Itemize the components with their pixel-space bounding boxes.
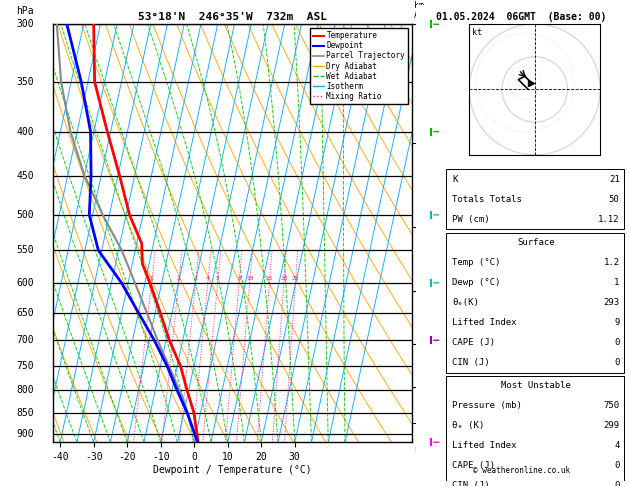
Text: © weatheronline.co.uk: © weatheronline.co.uk <box>472 467 570 475</box>
Text: 6: 6 <box>418 138 423 148</box>
Text: 5: 5 <box>216 276 220 281</box>
Text: 2: 2 <box>177 276 181 281</box>
Text: Temp (°C): Temp (°C) <box>452 258 501 267</box>
Text: Surface: Surface <box>517 238 555 247</box>
Text: 8: 8 <box>237 276 241 281</box>
Text: CAPE (J): CAPE (J) <box>452 461 495 470</box>
Text: 9: 9 <box>614 318 620 327</box>
Text: 20: 20 <box>280 276 287 281</box>
Text: Lifted Index: Lifted Index <box>452 441 516 451</box>
Text: 293: 293 <box>603 298 620 307</box>
Text: CIN (J): CIN (J) <box>452 358 489 367</box>
Text: K: K <box>452 174 457 184</box>
Text: θₑ (K): θₑ (K) <box>452 421 484 431</box>
X-axis label: Dewpoint / Temperature (°C): Dewpoint / Temperature (°C) <box>153 465 312 475</box>
Text: CAPE (J): CAPE (J) <box>452 338 495 347</box>
Text: 10: 10 <box>246 276 253 281</box>
Text: 50: 50 <box>609 195 620 204</box>
Text: 1.2: 1.2 <box>603 258 620 267</box>
Text: 0: 0 <box>614 461 620 470</box>
Text: 21: 21 <box>609 174 620 184</box>
Text: 750: 750 <box>603 401 620 410</box>
Bar <box>446 169 624 229</box>
Text: 2: 2 <box>418 382 423 392</box>
Text: 400: 400 <box>16 126 34 137</box>
Bar <box>446 376 624 486</box>
Text: Lifted Index: Lifted Index <box>452 318 516 327</box>
Text: 600: 600 <box>16 278 34 288</box>
Text: 15: 15 <box>265 276 273 281</box>
Text: LCL: LCL <box>414 447 429 455</box>
Text: Mixing Ratio (g/kg): Mixing Ratio (g/kg) <box>450 186 460 281</box>
Text: 4: 4 <box>614 441 620 451</box>
Text: 299: 299 <box>603 421 620 431</box>
Text: Most Unstable: Most Unstable <box>501 382 571 390</box>
Text: 850: 850 <box>16 408 34 418</box>
Text: hPa: hPa <box>16 6 34 16</box>
Text: 900: 900 <box>16 429 34 439</box>
Text: 700: 700 <box>16 335 34 346</box>
Text: CIN (J): CIN (J) <box>452 482 489 486</box>
Text: 450: 450 <box>16 171 34 180</box>
Text: 1: 1 <box>614 278 620 287</box>
Text: 01.05.2024  06GMT  (Base: 00): 01.05.2024 06GMT (Base: 00) <box>436 12 606 22</box>
Text: 7: 7 <box>418 19 423 29</box>
Text: 0: 0 <box>614 358 620 367</box>
Text: km
ASL: km ASL <box>414 1 429 20</box>
Text: 3: 3 <box>194 276 198 281</box>
Text: 0: 0 <box>614 338 620 347</box>
Text: PW (cm): PW (cm) <box>452 215 489 224</box>
Text: Dewp (°C): Dewp (°C) <box>452 278 501 287</box>
Text: 300: 300 <box>16 19 34 29</box>
Title: 53°18'N  246°35'W  732m  ASL: 53°18'N 246°35'W 732m ASL <box>138 12 327 22</box>
Text: 5: 5 <box>418 222 423 231</box>
Text: 800: 800 <box>16 385 34 395</box>
Text: 750: 750 <box>16 361 34 371</box>
Text: θₑ(K): θₑ(K) <box>452 298 479 307</box>
Legend: Temperature, Dewpoint, Parcel Trajectory, Dry Adiabat, Wet Adiabat, Isotherm, Mi: Temperature, Dewpoint, Parcel Trajectory… <box>309 28 408 104</box>
Text: Pressure (mb): Pressure (mb) <box>452 401 522 410</box>
Text: 0: 0 <box>614 482 620 486</box>
Text: Totals Totals: Totals Totals <box>452 195 522 204</box>
Text: 3: 3 <box>418 339 423 348</box>
Text: 350: 350 <box>16 77 34 87</box>
Text: 550: 550 <box>16 245 34 255</box>
Text: 500: 500 <box>16 210 34 220</box>
Bar <box>446 232 624 373</box>
Text: 1: 1 <box>418 418 423 428</box>
Text: 1.12: 1.12 <box>598 215 620 224</box>
Text: 25: 25 <box>291 276 299 281</box>
Text: 4: 4 <box>206 276 209 281</box>
Text: 650: 650 <box>16 308 34 318</box>
Text: 4: 4 <box>418 286 423 296</box>
Text: 1: 1 <box>150 276 153 281</box>
